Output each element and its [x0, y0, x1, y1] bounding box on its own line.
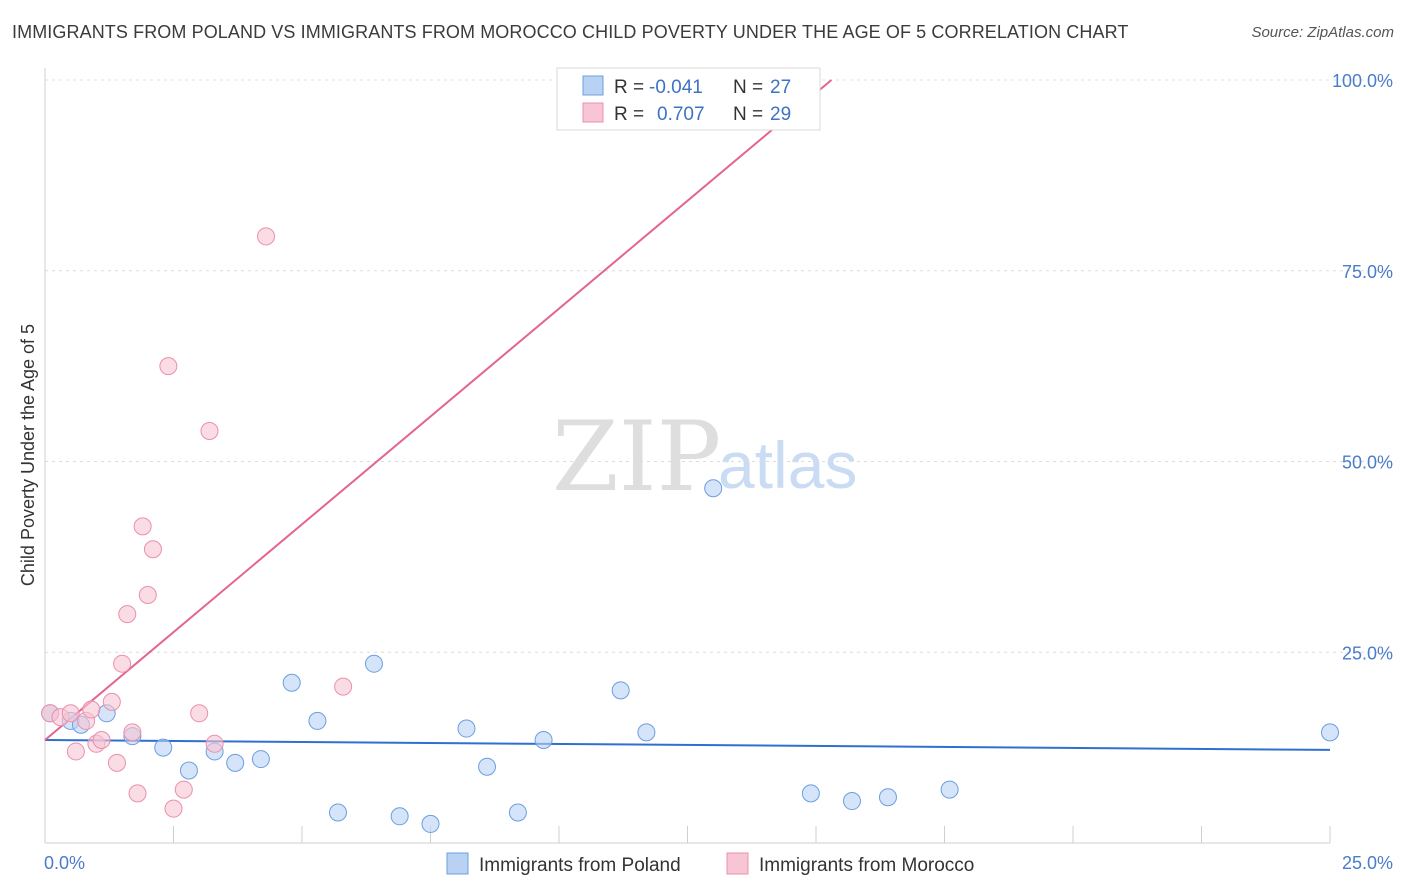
legend-morocco-r-label: R =: [614, 104, 644, 125]
poland-point: [282, 673, 301, 692]
y-axis-label: Child Poverty Under the Age of 5: [18, 324, 38, 586]
poland-point: [611, 681, 630, 700]
morocco-point: [92, 730, 111, 749]
morocco-point: [82, 700, 101, 719]
gridlines: [45, 79, 1392, 653]
poland-point: [940, 780, 959, 799]
morocco-point: [128, 784, 147, 803]
poland-point: [226, 753, 245, 772]
source-credit: Source: ZipAtlas.com: [1251, 24, 1394, 41]
stats-legend: R = -0.041 N = 27 R = 0.707 N = 29: [556, 67, 821, 131]
y-tick-label: 50.0%: [1342, 453, 1393, 473]
bottom-legend-poland-swatch: [446, 852, 469, 875]
morocco-point: [66, 742, 85, 761]
poland-point: [421, 814, 440, 833]
watermark-zip: ZIP: [552, 401, 721, 513]
poland-point: [878, 788, 897, 807]
bottom-legend-poland-label: Immigrants from Poland: [479, 855, 681, 876]
legend-morocco-swatch: [582, 102, 604, 123]
poland-point: [179, 761, 198, 780]
poland-point: [534, 730, 553, 749]
poland-point: [251, 750, 270, 769]
chart-title: IMMIGRANTS FROM POLAND VS IMMIGRANTS FRO…: [12, 22, 1129, 42]
morocco-point: [200, 421, 219, 440]
morocco-point: [102, 692, 121, 711]
legend-poland-r-value: -0.041: [649, 77, 703, 98]
legend-morocco-r-value: 0.707: [657, 104, 705, 125]
poland-point: [364, 654, 383, 673]
morocco-point: [61, 704, 80, 723]
tick-labels: 25.0% 50.0% 75.0% 100.0% 0.0% 25.0%: [44, 71, 1393, 873]
poland-point: [328, 803, 347, 822]
legend-morocco-n-value: 29: [770, 104, 791, 125]
morocco-point: [205, 734, 224, 753]
morocco-point: [123, 723, 142, 742]
y-tick-label: 25.0%: [1342, 643, 1393, 663]
legend-poland-n-label: N =: [733, 77, 763, 98]
legend-poland-r-label: R =: [614, 77, 644, 98]
poland-point: [457, 719, 476, 738]
morocco-point: [174, 780, 193, 799]
poland-point: [637, 723, 656, 742]
x-tick-label: 25.0%: [1342, 853, 1393, 873]
morocco-point: [159, 357, 178, 376]
legend-poland-n-value: 27: [770, 77, 791, 98]
poland-point: [308, 711, 327, 730]
y-tick-label: 75.0%: [1342, 262, 1393, 282]
poland-point: [390, 807, 409, 826]
morocco-point: [164, 799, 183, 818]
poland-point: [801, 784, 820, 803]
morocco-point: [334, 677, 353, 696]
poland-point: [842, 792, 861, 811]
legend-poland-swatch: [582, 75, 604, 96]
series-legend: Immigrants from Poland Immigrants from M…: [446, 852, 974, 876]
y-tick-label: 100.0%: [1332, 71, 1393, 91]
poland-point: [508, 803, 527, 822]
morocco-point: [138, 586, 157, 605]
trend-lines: [44, 79, 1331, 751]
morocco-point: [118, 605, 137, 624]
morocco-trend-line: [44, 79, 833, 741]
poland-point: [1321, 723, 1339, 742]
poland-point: [704, 479, 723, 498]
poland-trend-line: [44, 738, 1331, 751]
morocco-point: [113, 654, 132, 673]
bottom-legend-morocco-swatch: [726, 852, 749, 875]
bottom-legend-morocco-label: Immigrants from Morocco: [759, 855, 974, 876]
x-tick-label: 0.0%: [44, 853, 85, 873]
morocco-point: [190, 704, 209, 723]
poland-point: [154, 738, 173, 757]
morocco-point: [143, 540, 162, 559]
morocco-point: [133, 517, 152, 536]
morocco-point: [257, 227, 276, 246]
morocco-point: [107, 753, 126, 772]
legend-morocco-n-label: N =: [733, 104, 763, 125]
poland-point: [478, 757, 497, 776]
watermark-atlas: atlas: [718, 428, 857, 502]
data-points: [41, 227, 1339, 833]
